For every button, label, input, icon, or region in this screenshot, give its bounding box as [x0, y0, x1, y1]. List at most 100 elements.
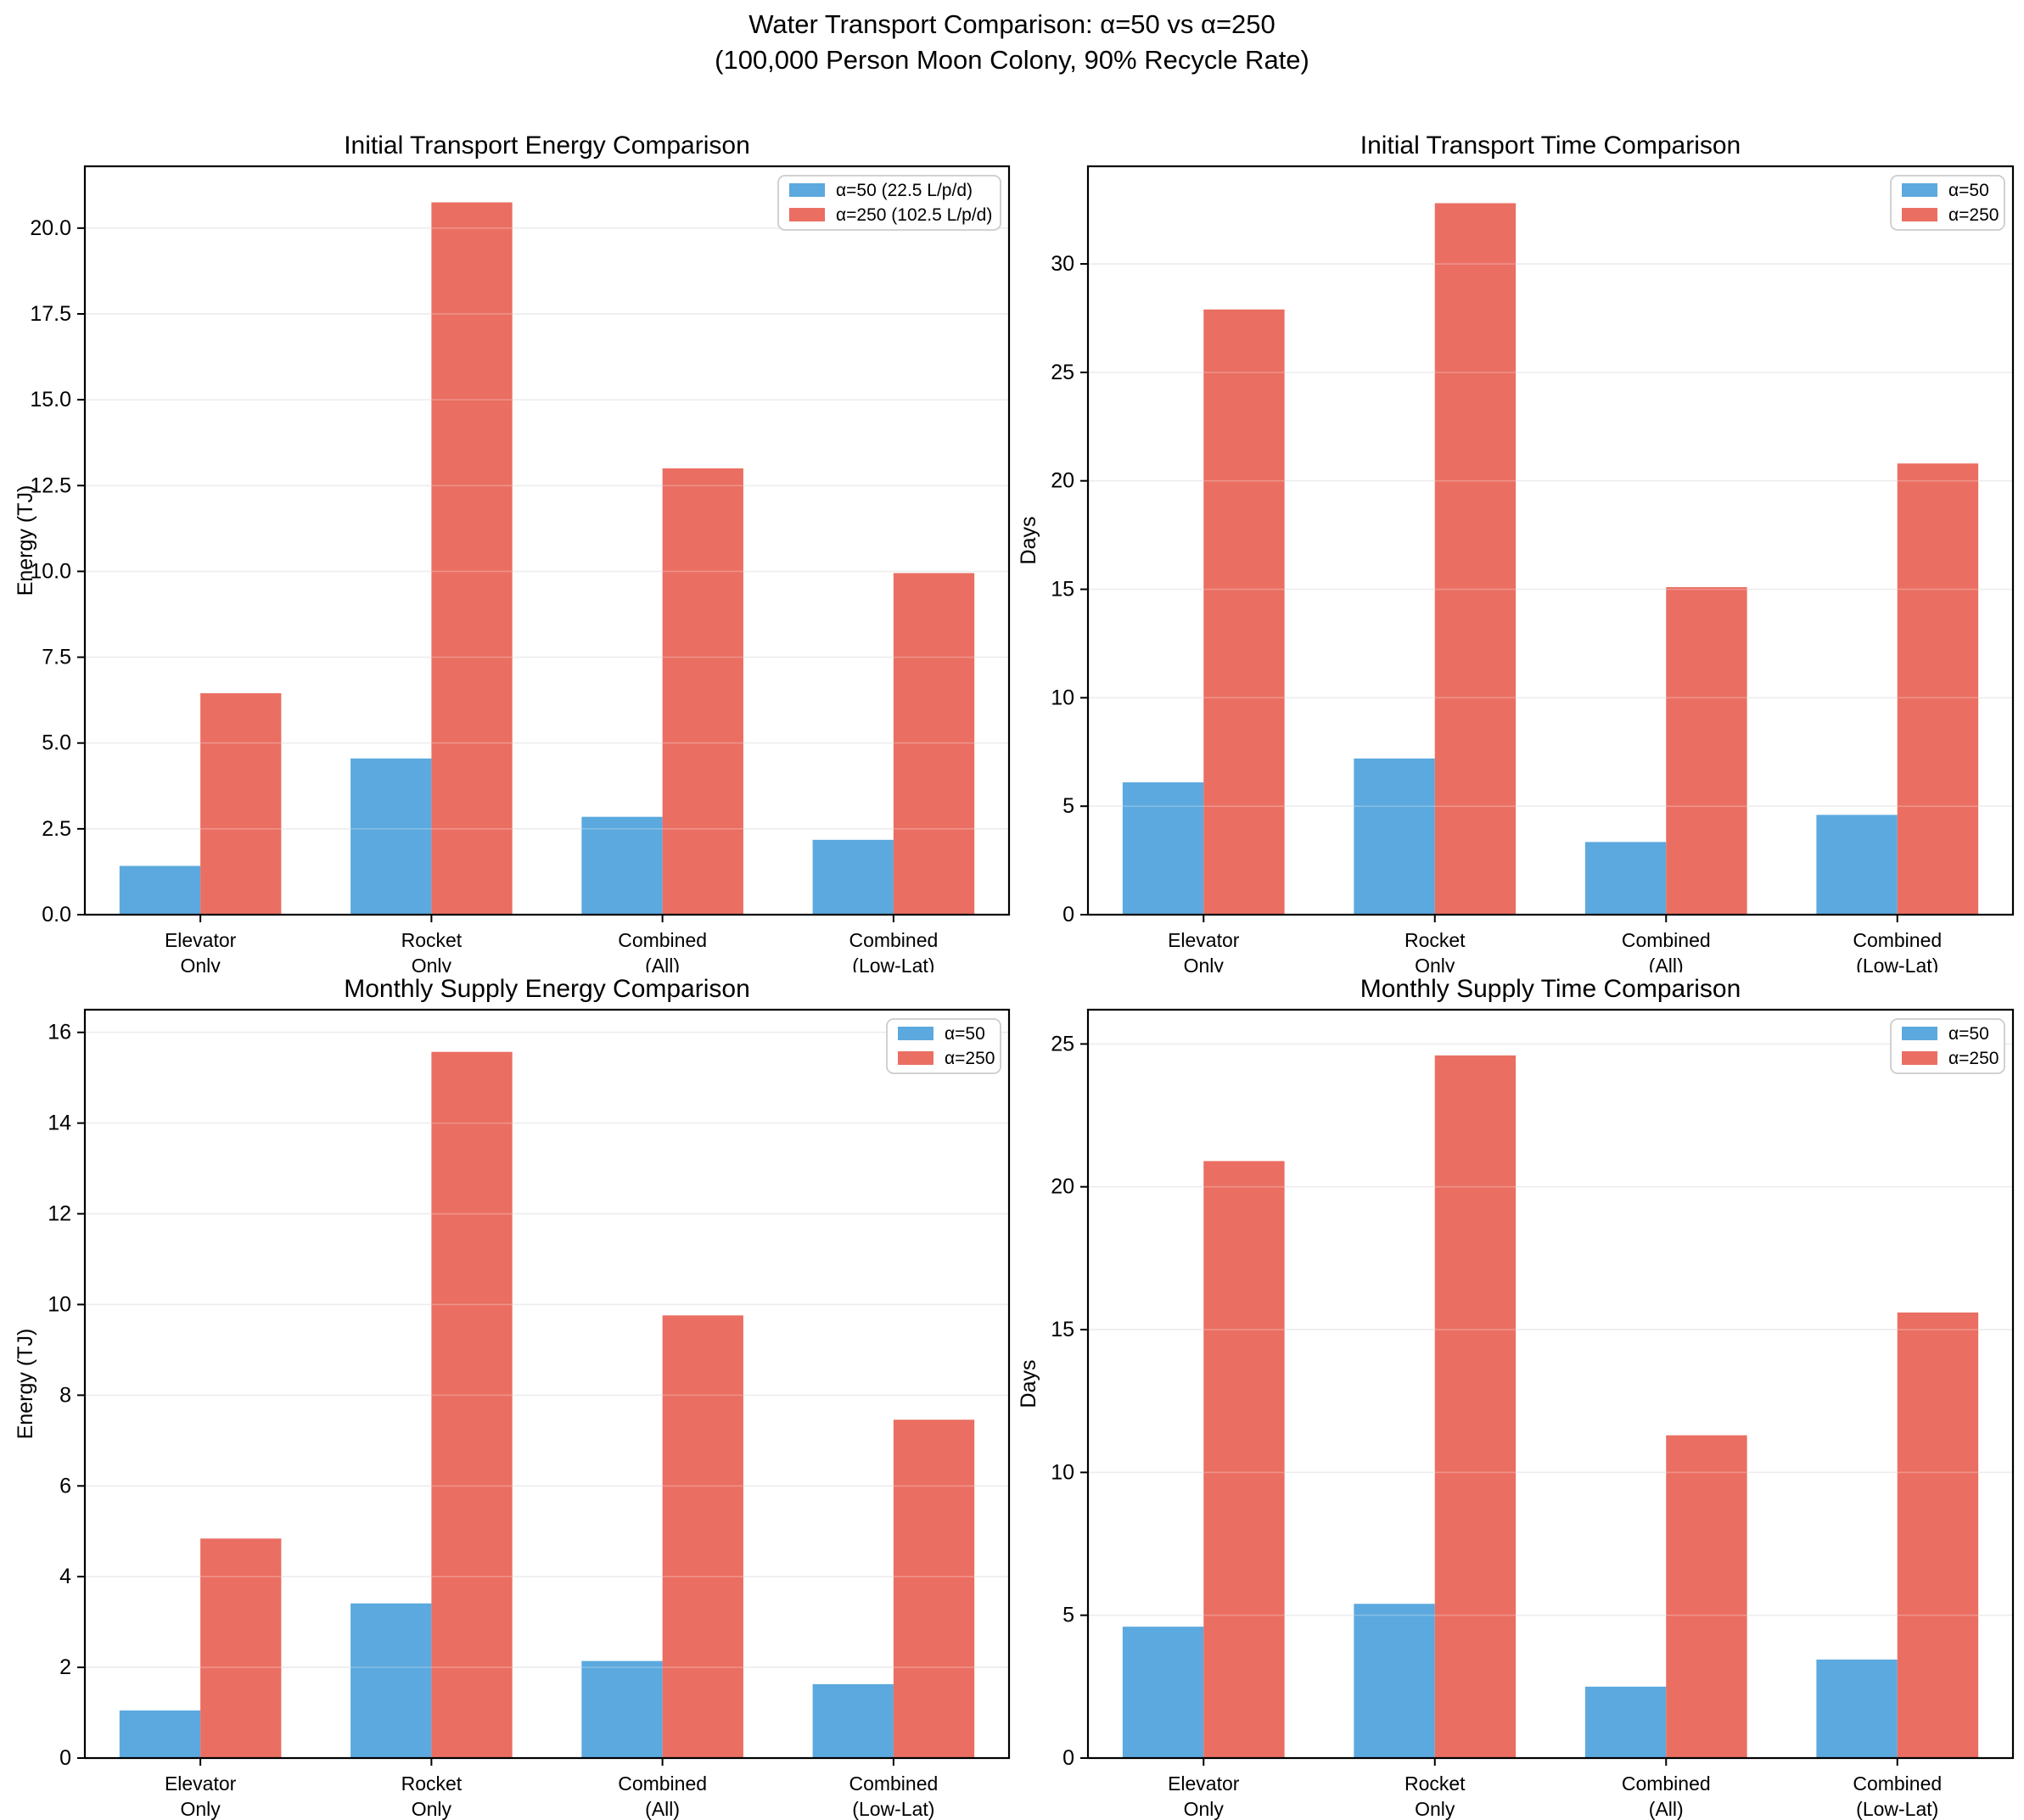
- y-tick-label: 6: [59, 1474, 71, 1498]
- x-tick-label-line1: Combined: [618, 1772, 707, 1795]
- bar-alpha250-0: [200, 693, 282, 915]
- bar-alpha50-3: [1816, 1659, 1898, 1758]
- y-tick-label: 5.0: [42, 731, 71, 755]
- bar-alpha250-0: [200, 1538, 282, 1758]
- x-tick-label-line1: Combined: [1622, 929, 1711, 951]
- legend-frame: [777, 175, 1001, 231]
- legend-swatch-alpha50: [1902, 1027, 1937, 1040]
- x-tick-label-line1: Rocket: [1404, 1772, 1466, 1795]
- subplot-initial-time: Initial Transport Time Comparison Days 0 5 1…: [1004, 124, 2024, 977]
- bar-alpha250-3: [1897, 1312, 1979, 1758]
- y-tick-label: 15: [1051, 1318, 1074, 1341]
- legend: α=50 α=250: [886, 1018, 1001, 1074]
- x-tick-label-line1: Elevator: [165, 929, 237, 951]
- legend-label-alpha50: α=50: [1948, 181, 1989, 200]
- bar-alpha250-3: [893, 1420, 975, 1758]
- bar-alpha250-2: [662, 1315, 743, 1758]
- y-axis-label: Days: [1017, 1360, 1040, 1408]
- y-tick-label: 25: [1051, 1032, 1074, 1056]
- chart-canvas: Initial Transport Energy Comparison Energ…: [14, 132, 1011, 977]
- bar-alpha50-2: [581, 816, 663, 915]
- legend-swatch-alpha250: [898, 1051, 934, 1065]
- subplot-monthly-energy: Monthly Supply Energy Comparison Energy (…: [0, 966, 1052, 1820]
- y-tick-label: 20.0: [30, 216, 71, 240]
- bar-alpha250-2: [662, 468, 743, 915]
- figure-suptitle: Water Transport Comparison: α=50 vs α=25…: [0, 7, 2024, 78]
- x-tick-label-line1: Combined: [849, 929, 938, 951]
- y-tick-label: 20: [1051, 1175, 1074, 1199]
- y-tick-label: 2: [59, 1655, 71, 1679]
- bar-alpha50-0: [1122, 1627, 1204, 1758]
- bar-alpha50-2: [1584, 1686, 1667, 1758]
- y-tick-label: 12.5: [30, 473, 71, 497]
- y-tick-label: 15.0: [30, 388, 71, 412]
- legend-label-alpha50: α=50 (22.5 L/p/d): [836, 181, 973, 200]
- y-tick-label: 10: [48, 1292, 71, 1316]
- x-tick-label-line2: Only: [1184, 1798, 1225, 1820]
- x-tick-label-line2: (All): [1649, 1798, 1684, 1820]
- y-tick-label: 5: [1062, 794, 1074, 818]
- x-tick-label-line1: Rocket: [401, 929, 463, 951]
- y-tick-label: 2.5: [42, 817, 71, 841]
- legend-swatch-alpha50: [1902, 183, 1937, 197]
- x-tick-label-line2: (Low-Lat): [1856, 1798, 1938, 1820]
- legend-label-alpha250: α=250: [945, 1049, 995, 1068]
- y-tick-label: 10: [1051, 686, 1074, 709]
- x-tick-label-line1: Combined: [618, 929, 707, 951]
- y-tick-label: 0: [59, 1746, 71, 1770]
- y-tick-label: 30: [1051, 252, 1074, 276]
- x-tick-label-line1: Rocket: [401, 1772, 463, 1795]
- y-axis-label: Energy (TJ): [14, 1329, 37, 1440]
- legend: α=50 α=250: [1890, 1018, 2005, 1074]
- bar-alpha250-3: [893, 573, 975, 915]
- subplot-monthly-time: Monthly Supply Time Comparison Days 0 5 10 15…: [1004, 966, 2024, 1820]
- y-tick-label: 7.5: [42, 646, 71, 669]
- legend-label-alpha50: α=50: [1948, 1024, 1989, 1044]
- y-tick-label: 10.0: [30, 559, 71, 583]
- bar-alpha50-0: [119, 1710, 201, 1758]
- chart-canvas: Monthly Supply Time Comparison Days 0 5 10 15…: [1017, 975, 2015, 1820]
- legend-label-alpha250: α=250: [1948, 205, 1999, 225]
- bar-alpha50-3: [812, 839, 894, 915]
- legend-swatch-alpha250: [1902, 208, 1937, 221]
- bar-alpha50-3: [812, 1683, 894, 1758]
- x-tick-label-line2: (Low-Lat): [852, 1798, 934, 1820]
- y-axis-label: Energy (TJ): [14, 485, 37, 596]
- plot-spines: [83, 1008, 1011, 1760]
- x-tick-label-line2: Only: [1415, 1798, 1455, 1820]
- y-tick-label: 0.0: [42, 903, 71, 927]
- legend: α=50 (22.5 L/p/d) α=250 (102.5 L/p/d): [777, 175, 1001, 231]
- bar-alpha250-1: [1434, 203, 1517, 915]
- legend: α=50 α=250: [1890, 175, 2005, 231]
- bar-alpha250-1: [431, 1051, 513, 1758]
- chart-canvas: Monthly Supply Energy Comparison Energy (…: [14, 975, 1011, 1820]
- legend-swatch-alpha50: [789, 183, 825, 197]
- axes-title: Monthly Supply Energy Comparison: [344, 975, 750, 1003]
- subplot-initial-energy: Initial Transport Energy Comparison Energ…: [0, 124, 1052, 977]
- axes-title: Initial Transport Time Comparison: [1360, 132, 1741, 160]
- legend-label-alpha50: α=50: [945, 1024, 985, 1044]
- y-tick-label: 25: [1051, 361, 1074, 384]
- bar-alpha50-0: [119, 865, 201, 915]
- plot-spines: [83, 165, 1011, 916]
- x-tick-label-line1: Elevator: [1168, 929, 1240, 951]
- y-tick-label: 12: [48, 1202, 71, 1226]
- legend-swatch-alpha50: [898, 1027, 934, 1040]
- x-tick-label-line1: Combined: [1853, 1772, 1942, 1795]
- y-tick-label: 0: [1062, 1746, 1074, 1770]
- legend-label-alpha250: α=250: [1948, 1049, 1999, 1068]
- plot-spines: [1086, 1008, 2015, 1760]
- bar-alpha250-3: [1897, 463, 1979, 915]
- y-tick-label: 10: [1051, 1460, 1074, 1484]
- y-tick-label: 0: [1062, 903, 1074, 927]
- x-tick-label-line1: Combined: [1853, 929, 1942, 951]
- y-tick-label: 16: [48, 1021, 71, 1044]
- bar-alpha50-3: [1816, 815, 1898, 915]
- y-tick-label: 17.5: [30, 302, 71, 326]
- bar-alpha250-0: [1203, 1161, 1285, 1758]
- chart-canvas: Initial Transport Time Comparison Days 0 5 1…: [1017, 132, 2015, 977]
- bar-alpha50-0: [1122, 782, 1204, 915]
- legend-swatch-alpha250: [789, 208, 825, 221]
- plot-spines: [1086, 165, 2015, 916]
